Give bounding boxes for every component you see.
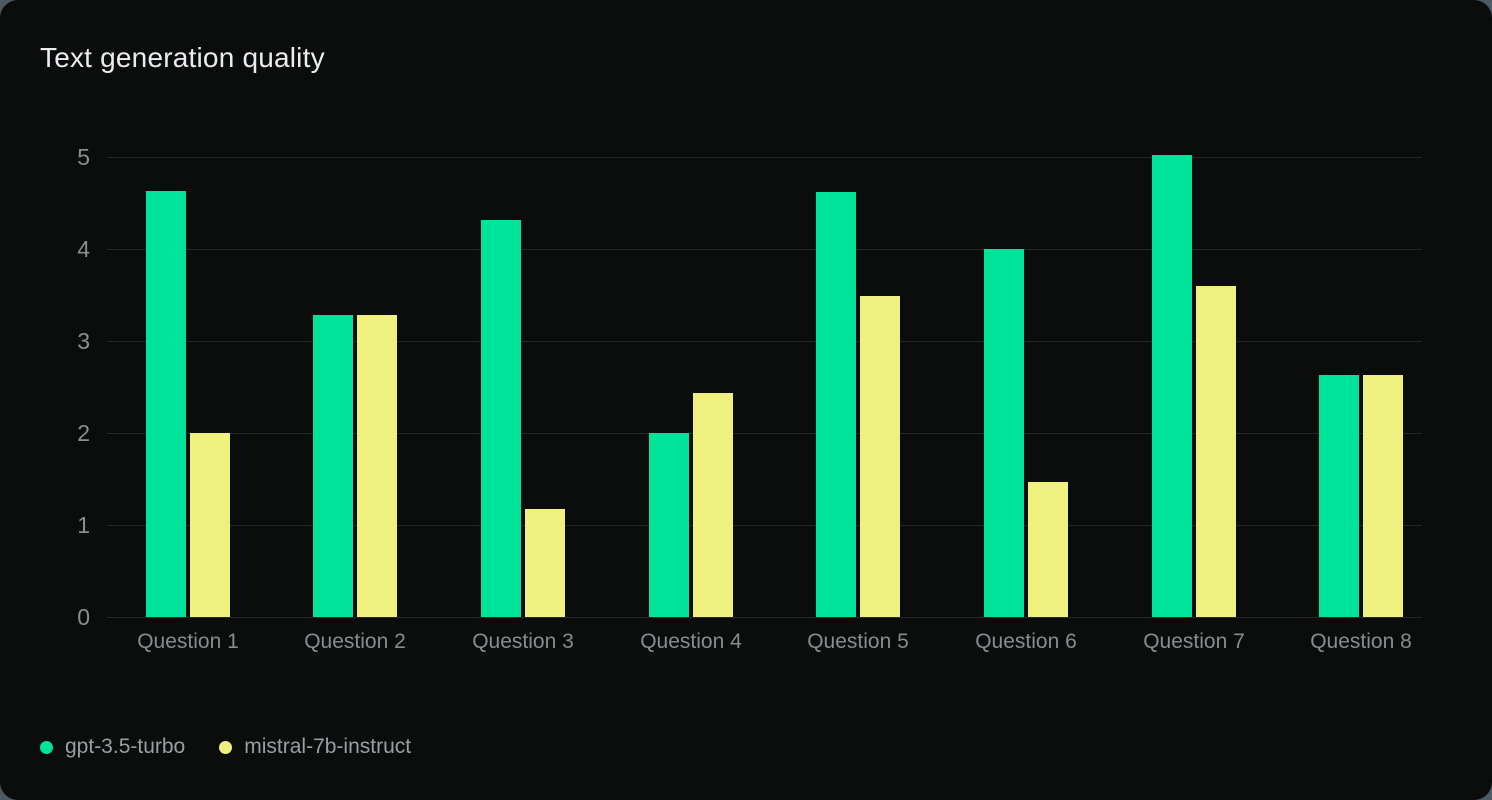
gridline-y-0: [107, 616, 1422, 618]
gridline-y-5: [107, 156, 1422, 158]
legend-dot-mistral-7b-instruct: [219, 740, 233, 754]
y-axis-tick-labels: 0 1 2 3 4 5: [30, 146, 90, 629]
bar-mistral-7b-instruct-question-1[interactable]: [190, 433, 230, 617]
bar-mistral-7b-instruct-question-8[interactable]: [1363, 375, 1403, 617]
gridline-y-2: [107, 432, 1422, 434]
bar-gpt-3.5-turbo-question-5[interactable]: [816, 192, 856, 617]
gridline-y-3: [107, 340, 1422, 342]
bar-mistral-7b-instruct-question-7[interactable]: [1196, 286, 1236, 617]
bar-gpt-3.5-turbo-question-3[interactable]: [481, 220, 521, 617]
y-tick-label-3: 3: [77, 328, 90, 354]
x-axis-tick-labels: Question 1 Question 2 Question 3 Question 4…: [104, 630, 1445, 660]
legend-dot-gpt-3.5-turbo: [40, 740, 53, 754]
legend-label-mistral-7b-instruct: mistral-7b-instruct: [244, 735, 412, 758]
bar-gpt-3.5-turbo-question-2[interactable]: [313, 315, 353, 617]
legend-label-gpt-3.5-turbo: gpt-3.5-turbo: [65, 735, 186, 758]
legend-item-gpt-3.5-turbo[interactable]: gpt-3.5-turbo: [40, 735, 185, 759]
bar-gpt-3.5-turbo-question-1[interactable]: [146, 191, 186, 617]
x-tick-label-question-5: Question 5: [807, 630, 909, 653]
y-tick-label-0: 0: [77, 604, 90, 630]
x-tick-label-question-3: Question 3: [472, 630, 574, 653]
bar-gpt-3.5-turbo-question-8[interactable]: [1319, 375, 1359, 617]
legend-item-mistral-7b-instruct[interactable]: mistral-7b-instruct: [219, 735, 411, 759]
bar-mistral-7b-instruct-question-4[interactable]: [693, 393, 733, 617]
plot-area: [104, 155, 1445, 618]
x-tick-label-question-7: Question 7: [1143, 630, 1245, 653]
bar-mistral-7b-instruct-question-5[interactable]: [860, 296, 900, 617]
bar-mistral-7b-instruct-question-2[interactable]: [357, 315, 397, 617]
x-tick-label-question-6: Question 6: [975, 630, 1077, 653]
x-tick-label-question-4: Question 4: [640, 630, 742, 653]
bar-gpt-3.5-turbo-question-6[interactable]: [984, 249, 1024, 617]
x-tick-label-question-8: Question 8: [1310, 630, 1412, 653]
bar-mistral-7b-instruct-question-3[interactable]: [525, 509, 565, 617]
legend: gpt-3.5-turbo mistral-7b-instruct: [40, 735, 411, 759]
bar-mistral-7b-instruct-question-6[interactable]: [1028, 482, 1068, 617]
bar-gpt-3.5-turbo-question-7[interactable]: [1152, 155, 1192, 617]
y-tick-label-2: 2: [77, 420, 90, 446]
x-tick-label-question-1: Question 1: [137, 630, 239, 653]
y-tick-label-4: 4: [77, 236, 90, 262]
x-tick-label-question-2: Question 2: [304, 630, 406, 653]
gridline-y-4: [107, 248, 1422, 250]
chart-title: Text generation quality: [40, 42, 325, 73]
bar-gpt-3.5-turbo-question-4[interactable]: [649, 433, 689, 617]
gridline-y-1: [107, 524, 1422, 526]
y-tick-label-5: 5: [77, 144, 90, 170]
y-tick-label-1: 1: [77, 512, 90, 538]
